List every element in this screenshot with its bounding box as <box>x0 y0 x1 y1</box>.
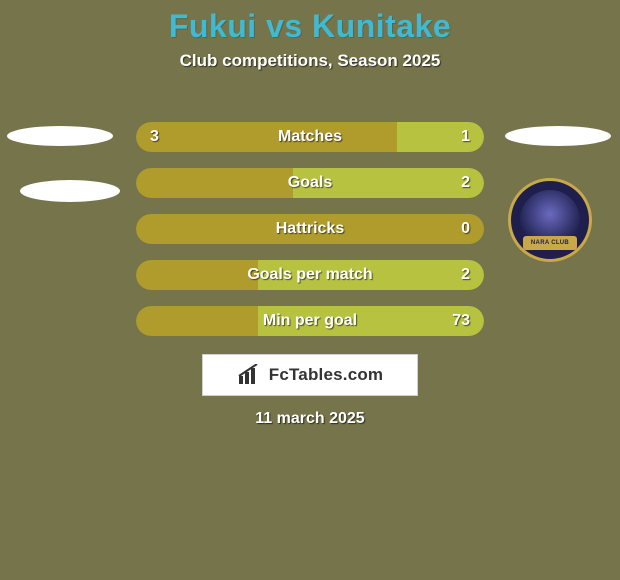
chart-icon <box>237 364 265 386</box>
crest-graphic: NARA CLUB <box>520 190 580 250</box>
table-row: Min per goal 73 <box>136 306 484 336</box>
stat-label: Matches <box>136 122 484 152</box>
stat-label: Goals <box>136 168 484 198</box>
crest-text: NARA CLUB <box>523 236 577 250</box>
stat-label: Hattricks <box>136 214 484 244</box>
value-right: 0 <box>461 214 470 244</box>
table-row: 3 Matches 1 <box>136 122 484 152</box>
brand-text: FcTables.com <box>269 365 384 385</box>
table-row: Goals 2 <box>136 168 484 198</box>
stat-label: Goals per match <box>136 260 484 290</box>
table-row: Goals per match 2 <box>136 260 484 290</box>
stats-container: 3 Matches 1 Goals 2 Hattricks 0 Goals pe… <box>136 122 484 352</box>
subtitle: Club competitions, Season 2025 <box>0 51 620 71</box>
table-row: Hattricks 0 <box>136 214 484 244</box>
value-right: 1 <box>461 122 470 152</box>
value-right: 2 <box>461 260 470 290</box>
stat-label: Min per goal <box>136 306 484 336</box>
team-left-placeholder-1 <box>7 126 113 146</box>
team-right-placeholder <box>505 126 611 146</box>
value-right: 2 <box>461 168 470 198</box>
comparison-card: Fukui vs Kunitake Club competitions, Sea… <box>0 0 620 580</box>
date-text: 11 march 2025 <box>0 410 620 428</box>
brand-badge: FcTables.com <box>202 354 418 396</box>
team-right-crest: NARA CLUB <box>508 178 592 262</box>
value-right: 73 <box>452 306 470 336</box>
page-title: Fukui vs Kunitake <box>0 0 620 45</box>
team-left-placeholder-2 <box>20 180 120 202</box>
